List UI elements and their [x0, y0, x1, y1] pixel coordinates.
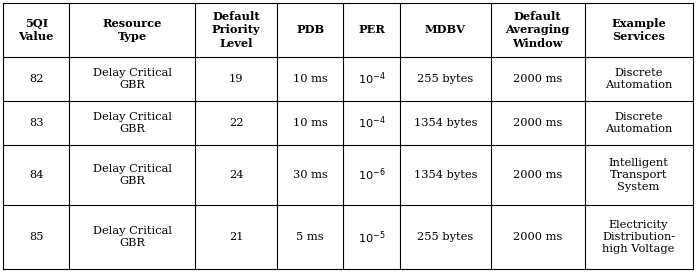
Text: Example
Services: Example Services	[611, 18, 666, 42]
Text: Intelligent
Transport
System: Intelligent Transport System	[609, 158, 669, 192]
Text: 2000 ms: 2000 ms	[513, 232, 562, 242]
Text: 84: 84	[29, 170, 43, 180]
Text: 83: 83	[29, 118, 43, 128]
Text: 255 bytes: 255 bytes	[418, 74, 473, 84]
Text: $10^{-4}$: $10^{-4}$	[358, 114, 386, 131]
Text: 82: 82	[29, 74, 43, 84]
Text: Delay Critical
GBR: Delay Critical GBR	[93, 68, 171, 90]
Text: Discrete
Automation: Discrete Automation	[605, 68, 672, 90]
Text: PDB: PDB	[296, 24, 324, 35]
Text: 21: 21	[229, 232, 244, 242]
Text: 85: 85	[29, 232, 43, 242]
Text: $10^{-5}$: $10^{-5}$	[358, 229, 386, 246]
Text: 5 ms: 5 ms	[296, 232, 324, 242]
Text: Delay Critical
GBR: Delay Critical GBR	[93, 112, 171, 134]
Text: 5QI
Value: 5QI Value	[19, 18, 54, 42]
Text: 2000 ms: 2000 ms	[513, 118, 562, 128]
Text: 1354 bytes: 1354 bytes	[413, 118, 477, 128]
Text: 2000 ms: 2000 ms	[513, 74, 562, 84]
Text: 30 ms: 30 ms	[292, 170, 328, 180]
Text: 10 ms: 10 ms	[292, 118, 328, 128]
Text: MDBV: MDBV	[425, 24, 466, 35]
Text: 19: 19	[229, 74, 244, 84]
Text: 1354 bytes: 1354 bytes	[413, 170, 477, 180]
Text: Default
Priority
Level: Default Priority Level	[212, 11, 260, 49]
Text: $10^{-6}$: $10^{-6}$	[358, 167, 386, 183]
Text: Discrete
Automation: Discrete Automation	[605, 112, 672, 134]
Text: PER: PER	[358, 24, 385, 35]
Text: 255 bytes: 255 bytes	[418, 232, 473, 242]
Text: $10^{-4}$: $10^{-4}$	[358, 71, 386, 87]
Text: Delay Critical
GBR: Delay Critical GBR	[93, 226, 171, 248]
Text: 22: 22	[229, 118, 244, 128]
Text: Default
Averaging
Window: Default Averaging Window	[505, 11, 570, 49]
Text: 2000 ms: 2000 ms	[513, 170, 562, 180]
Text: 24: 24	[229, 170, 244, 180]
Text: Electricity
Distribution-
high Voltage: Electricity Distribution- high Voltage	[602, 220, 675, 254]
Text: Resource
Type: Resource Type	[102, 18, 161, 42]
Text: 10 ms: 10 ms	[292, 74, 328, 84]
Text: Delay Critical
GBR: Delay Critical GBR	[93, 164, 171, 186]
